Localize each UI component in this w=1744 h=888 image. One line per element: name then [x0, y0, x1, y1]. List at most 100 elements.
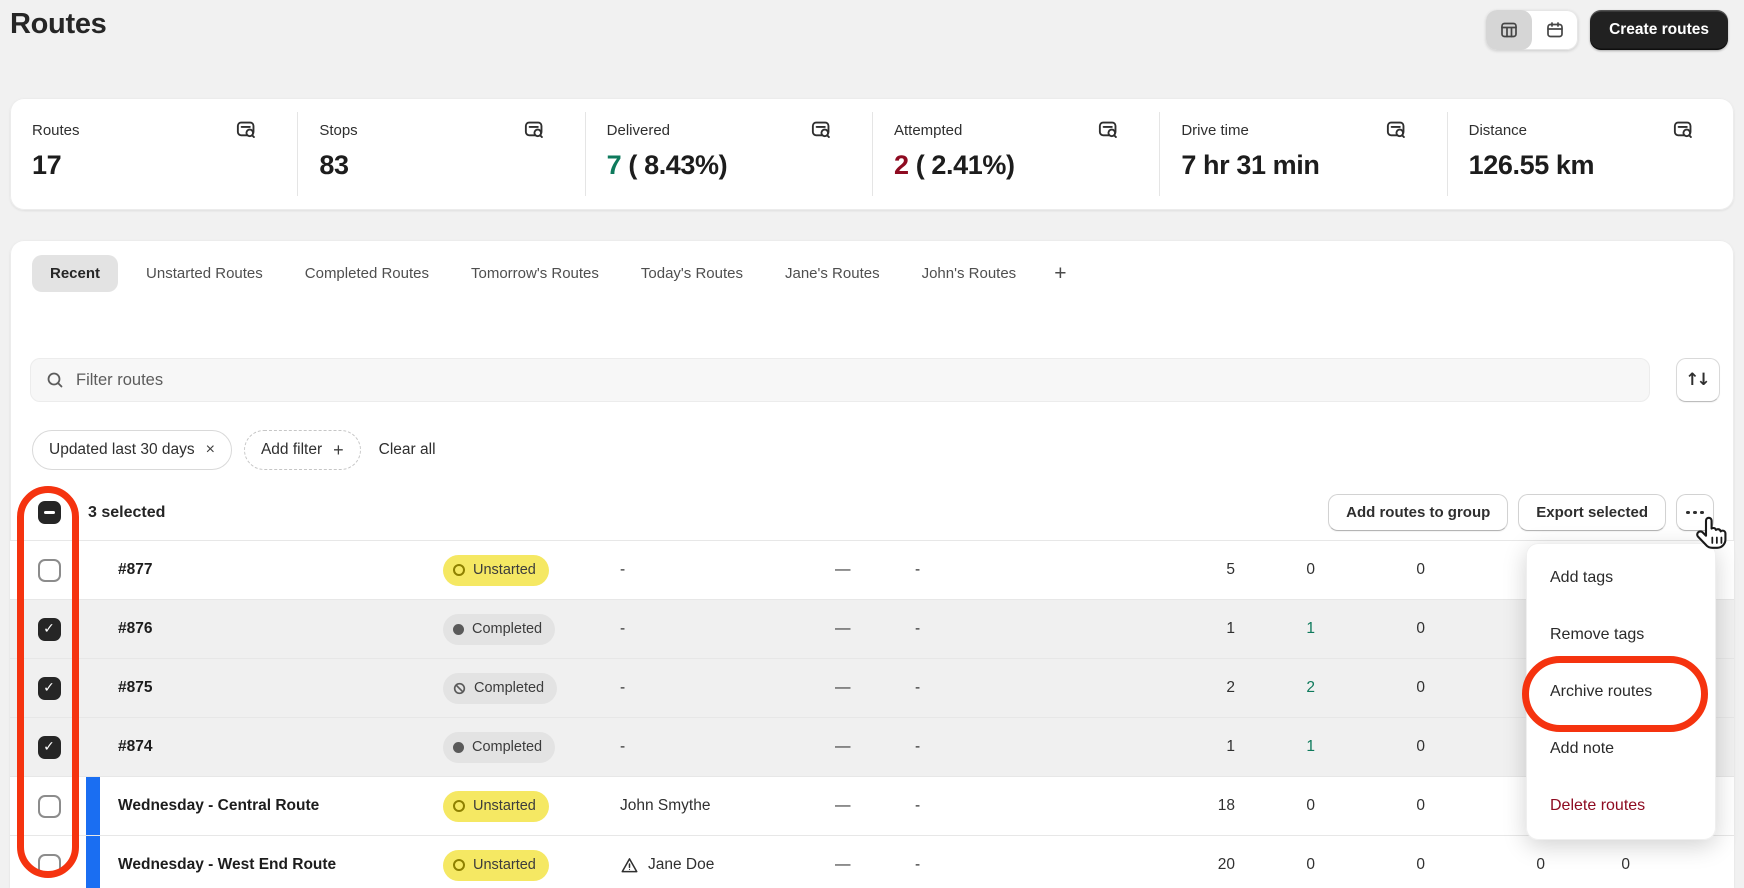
calendar-view-button[interactable] — [1532, 10, 1578, 50]
menu-item-delete-routes[interactable]: Delete routes — [1550, 796, 1646, 814]
sort-button[interactable]: ↑↓ — [1676, 358, 1720, 402]
row-checkbox[interactable] — [37, 617, 61, 641]
count-cell: 2 — [1226, 679, 1235, 696]
saved-views-tabs: Recent Unstarted Routes Completed Routes… — [32, 255, 1076, 292]
em-dash-cell: — — [835, 797, 851, 814]
route-name[interactable]: #874 — [118, 738, 153, 755]
row-checkbox[interactable] — [37, 794, 61, 818]
calendar-icon — [1545, 20, 1565, 40]
em-dash-cell: — — [835, 856, 851, 873]
table-row[interactable]: Wednesday - Central Route Unstarted John… — [10, 776, 1734, 835]
count-cell: 0 — [1621, 856, 1630, 873]
view-report-icon[interactable] — [810, 119, 832, 141]
view-report-icon[interactable] — [1097, 119, 1119, 141]
count-cell: 0 — [1416, 856, 1425, 873]
table-row[interactable]: #877 Unstarted - — - 5 0 0 — [10, 540, 1734, 599]
view-report-icon[interactable] — [1672, 119, 1694, 141]
count-cell: 2 — [1306, 679, 1315, 696]
row-checkbox[interactable] — [37, 853, 61, 877]
table-row[interactable]: #876 Completed - — - 1 1 0 — [10, 599, 1734, 658]
tab-unstarted-routes[interactable]: Unstarted Routes — [146, 265, 263, 282]
route-name[interactable]: #877 — [118, 561, 153, 578]
view-toggle — [1486, 10, 1579, 50]
clear-all-button[interactable]: Clear all — [378, 441, 436, 458]
plus-icon: + — [333, 440, 344, 460]
row-checkbox[interactable] — [37, 558, 61, 582]
table-grid-icon — [1499, 20, 1519, 40]
status-badge: Completed — [443, 613, 556, 645]
stat-routes: Routes 17 — [10, 98, 297, 210]
row-checkbox[interactable] — [37, 676, 61, 700]
search-input[interactable]: Filter routes — [30, 358, 1650, 402]
view-report-icon[interactable] — [523, 119, 545, 141]
view-report-icon[interactable] — [1385, 119, 1407, 141]
view-report-icon[interactable] — [235, 119, 257, 141]
page-title: Routes — [10, 8, 107, 40]
filter-chip-updated-last-30-days[interactable]: Updated last 30 days × — [32, 430, 232, 470]
stat-value: 83 — [319, 150, 349, 180]
add-filter-chip[interactable]: Add filter + — [243, 430, 361, 470]
more-actions-menu: Add tags Remove tags Archive routes Add … — [1526, 543, 1716, 840]
route-name[interactable]: #876 — [118, 620, 153, 637]
count-cell: 0 — [1536, 856, 1545, 873]
tab-recent[interactable]: Recent — [32, 255, 119, 292]
count-cell: 1 — [1226, 620, 1235, 637]
stat-distance: Distance 126.55 km — [1446, 98, 1734, 210]
export-selected-button[interactable]: Export selected — [1518, 494, 1666, 531]
driver-name: John Smythe — [620, 797, 711, 814]
menu-item-add-tags[interactable]: Add tags — [1550, 568, 1614, 586]
count-cell: 0 — [1416, 561, 1425, 578]
menu-item-remove-tags[interactable]: Remove tags — [1550, 625, 1645, 643]
circle-filled-icon — [453, 623, 464, 635]
count-cell: 1 — [1226, 738, 1235, 755]
table-view-button[interactable] — [1486, 10, 1533, 50]
menu-item-add-note[interactable]: Add note — [1550, 739, 1615, 757]
route-name[interactable]: #875 — [118, 679, 153, 696]
stat-stops: Stops 83 — [297, 98, 584, 210]
circle-outline-icon — [453, 800, 465, 812]
add-view-button[interactable]: + — [1054, 261, 1067, 285]
create-routes-button[interactable]: Create routes — [1590, 10, 1728, 50]
tab-tomorrows-routes[interactable]: Tomorrow's Routes — [471, 265, 599, 282]
add-routes-to-group-button[interactable]: Add routes to group — [1328, 494, 1509, 531]
more-actions-button[interactable] — [1676, 494, 1714, 531]
stats-bar: Routes 17 Stops 83 Delivered 7 ( 8.43%) … — [10, 98, 1734, 210]
circle-slash-icon — [453, 682, 466, 695]
count-cell: 0 — [1416, 738, 1425, 755]
count-cell: 0 — [1306, 797, 1315, 814]
chip-remove-icon[interactable]: × — [205, 441, 215, 458]
count-cell: 1 — [1306, 620, 1315, 637]
route-name[interactable]: Wednesday - Central Route — [118, 797, 320, 814]
em-dash-cell: — — [835, 738, 851, 755]
table-row[interactable]: #874 Completed - — - 1 1 0 — [10, 717, 1734, 776]
dash-cell: - — [915, 620, 921, 637]
search-icon — [45, 370, 65, 390]
table-row[interactable]: Wednesday - West End Route Unstarted Jan… — [10, 835, 1734, 888]
tab-johns-routes[interactable]: John's Routes — [921, 265, 1017, 282]
tab-completed-routes[interactable]: Completed Routes — [304, 265, 429, 282]
driver-cell: - — [620, 679, 626, 696]
stat-attempted: Attempted 2 ( 2.41%) — [871, 98, 1159, 210]
stat-value: 7 hr 31 min — [1181, 150, 1320, 180]
dash-cell: - — [915, 856, 921, 873]
horizontal-dots-icon — [1686, 510, 1704, 515]
driver-name: Jane Doe — [648, 856, 715, 873]
em-dash-cell: — — [835, 679, 851, 696]
sort-arrows-icon: ↑↓ — [1685, 370, 1710, 390]
driver-cell: Jane Doe — [620, 856, 835, 875]
table-row[interactable]: #875 Completed - — - 2 2 0 — [10, 658, 1734, 717]
route-color-strip — [86, 777, 100, 835]
row-checkbox[interactable] — [37, 735, 61, 759]
dash-cell: - — [915, 679, 921, 696]
stat-value: 17 — [32, 150, 62, 180]
tab-janes-routes[interactable]: Jane's Routes — [785, 265, 880, 282]
selection-bar: 3 selected Add routes to group Export se… — [10, 485, 1734, 540]
select-all-checkbox[interactable] — [37, 501, 61, 524]
em-dash-cell: — — [835, 620, 851, 637]
tab-todays-routes[interactable]: Today's Routes — [640, 265, 743, 282]
status-badge: Unstarted — [443, 790, 549, 822]
menu-item-archive-routes[interactable]: Archive routes — [1550, 682, 1653, 700]
route-name[interactable]: Wednesday - West End Route — [118, 856, 337, 873]
circle-filled-icon — [453, 741, 464, 753]
